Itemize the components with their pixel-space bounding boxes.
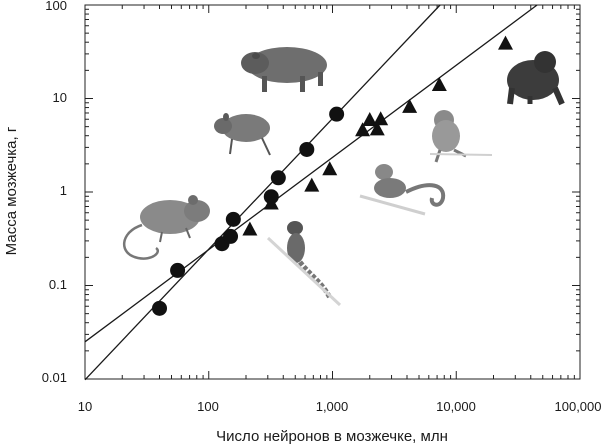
- primate-point: [355, 122, 371, 137]
- gorilla-icon: [507, 51, 565, 106]
- primate-point: [242, 221, 258, 236]
- primate-point: [431, 77, 447, 92]
- fit-line-rodents: [84, 4, 441, 381]
- data-points: [152, 35, 513, 316]
- primate-point: [362, 111, 378, 126]
- y-tick-label-0: 0.01: [42, 370, 67, 385]
- macaque-icon: [429, 110, 493, 163]
- rodent-point: [329, 106, 345, 122]
- primate-point: [322, 161, 338, 176]
- rodent-point: [270, 170, 286, 186]
- primate-point: [402, 98, 418, 113]
- primate-point: [304, 177, 320, 192]
- y-tick-label-2: 1: [60, 183, 67, 198]
- rodent-point: [299, 141, 315, 157]
- rodent-point: [225, 211, 241, 227]
- marmoset-icon: [266, 221, 342, 307]
- regression-lines: [84, 4, 538, 381]
- y-tick-label-1: 0.1: [49, 277, 67, 292]
- x-tick-label-4: 100,000: [555, 399, 602, 414]
- x-tick-label-0: 10: [78, 399, 92, 414]
- rodent-point: [170, 262, 186, 278]
- primate-point: [497, 35, 513, 50]
- axis-ticks: [84, 5, 580, 380]
- rat-icon: [122, 195, 210, 260]
- x-tick-label-3: 10,000: [436, 399, 476, 414]
- y-axis-title: Масса мозжечка, г: [3, 126, 20, 255]
- primate-point: [263, 195, 279, 210]
- agouti-icon: [214, 113, 271, 156]
- capybara-icon: [241, 47, 327, 92]
- x-tick-label-1: 100: [197, 399, 219, 414]
- x-axis-title: Число нейронов в мозжечке, млн: [216, 428, 448, 445]
- squirrel-monkey-icon: [359, 164, 446, 216]
- rodent-point: [223, 228, 239, 244]
- x-tick-label-2: 1,000: [316, 399, 349, 414]
- y-tick-label-4: 100: [45, 0, 67, 13]
- rodent-point: [152, 300, 168, 316]
- primate-point: [369, 121, 385, 136]
- y-tick-label-3: 10: [53, 90, 67, 105]
- primate-point: [373, 111, 389, 126]
- fit-line-primates: [84, 4, 538, 343]
